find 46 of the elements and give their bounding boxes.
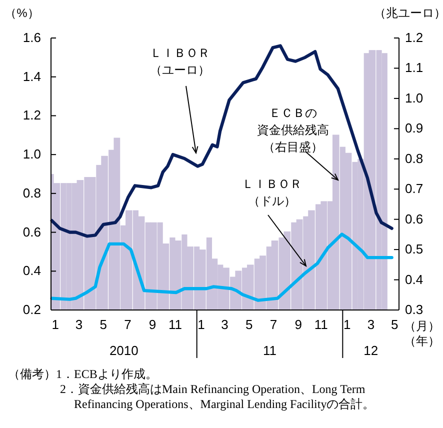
x-tick-label: 5	[246, 317, 253, 332]
text: ＬＩＢＯＲ（ユーロ）	[150, 46, 210, 77]
x-tick-label: 9	[148, 317, 156, 332]
y2-tick-label: 0.8	[405, 150, 424, 166]
x-tick-label: 1	[198, 317, 205, 332]
y-tick-label: 1.6	[22, 30, 41, 45]
y2-tick-label: 1.1	[405, 60, 424, 76]
y2-axis-title: （兆ユーロ）	[374, 6, 443, 20]
y-axis-title: （%）	[4, 6, 40, 20]
text: 12	[364, 343, 378, 358]
y-tick-label: 1.0	[22, 146, 41, 162]
x-tick-label: 9	[294, 317, 302, 332]
y2-tick-label: 0.6	[405, 211, 424, 226]
x-axis-title: （月）（年）	[404, 319, 440, 348]
y2-tick-label: 0.9	[405, 120, 424, 136]
y2-tick-label: 0.7	[405, 181, 424, 196]
y2-tick-label: 0.3	[405, 302, 424, 317]
y-tick-label: 1.2	[22, 108, 41, 123]
text: ＬＩＢＯＲ（ドル）	[242, 177, 302, 208]
text: 2010	[109, 343, 138, 358]
x-tick-label: 1	[52, 317, 60, 332]
series-label: ＥＣＢの資金供給残高（右目盛）	[257, 106, 329, 154]
y2-tick-label: 1.2	[405, 30, 424, 45]
line-series	[50, 232, 394, 302]
x-tick-label: 5	[390, 317, 398, 332]
text: 2．資金供給残高はMain Refinancing Operation、Long Term Refinancing Operations、Marginal Lending Facilityの合計。	[60, 382, 375, 411]
x-tick-label: 11	[314, 317, 328, 332]
y-tick-label: 0.2	[22, 302, 41, 317]
y-tick-label: 0.6	[22, 224, 41, 240]
x-tick-label: 11	[168, 317, 182, 332]
x-tick-label: 1	[343, 317, 351, 332]
x-tick-label: 5	[100, 317, 107, 332]
x-tick-label: 3	[75, 317, 83, 332]
y-tick-label: 0.4	[22, 263, 41, 278]
x-tick-label: 3	[367, 317, 375, 332]
text: 11	[263, 343, 276, 358]
y2-tick-label: 0.5	[405, 242, 424, 257]
text: （備考）1．ECBより作成。	[8, 367, 158, 381]
y-tick-label: 0.8	[22, 185, 41, 200]
y2-tick-label: 0.4	[405, 272, 424, 287]
line-series	[50, 44, 394, 238]
x-tick-label: 7	[124, 317, 132, 332]
x-tick-label: 7	[270, 317, 278, 332]
x-tick-label: 3	[221, 317, 228, 332]
y2-tick-label: 1.0	[405, 90, 424, 106]
y-tick-label: 1.4	[22, 68, 41, 84]
